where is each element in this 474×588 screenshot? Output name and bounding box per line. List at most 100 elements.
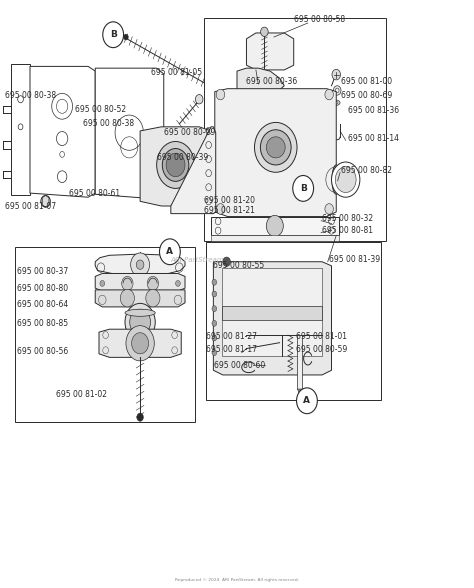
Bar <box>15 247 195 422</box>
Bar <box>206 242 381 400</box>
Text: 695 00 80-82: 695 00 80-82 <box>341 166 392 175</box>
Polygon shape <box>95 254 185 275</box>
Circle shape <box>266 215 283 236</box>
Circle shape <box>174 295 182 305</box>
Text: 695 00 81-39: 695 00 81-39 <box>329 255 380 265</box>
Circle shape <box>212 306 217 312</box>
Circle shape <box>126 326 155 361</box>
Text: 695 00 80-55: 695 00 80-55 <box>213 261 264 270</box>
Polygon shape <box>237 68 284 92</box>
Text: 695 00 81-01: 695 00 81-01 <box>296 332 347 340</box>
Circle shape <box>166 153 185 176</box>
Polygon shape <box>140 127 211 206</box>
Text: 695 00 80-39: 695 00 80-39 <box>156 153 208 162</box>
Circle shape <box>332 69 340 80</box>
Polygon shape <box>171 127 216 213</box>
Circle shape <box>125 303 155 341</box>
Polygon shape <box>99 329 181 358</box>
Text: 695 00 81-20: 695 00 81-20 <box>204 196 255 205</box>
Circle shape <box>212 320 217 326</box>
Text: 695 00 80-80: 695 00 80-80 <box>17 283 68 293</box>
Circle shape <box>333 86 341 95</box>
Ellipse shape <box>266 137 285 158</box>
Text: 695 00 80-61: 695 00 80-61 <box>69 189 120 198</box>
Text: 695 00 80-32: 695 00 80-32 <box>322 215 373 223</box>
Text: 695 00 81-02: 695 00 81-02 <box>56 390 108 399</box>
Circle shape <box>325 203 333 214</box>
Text: 695 00 80-36: 695 00 80-36 <box>246 77 298 86</box>
Text: A: A <box>303 396 310 405</box>
Polygon shape <box>215 89 336 216</box>
Ellipse shape <box>260 130 291 165</box>
Circle shape <box>212 291 217 297</box>
Polygon shape <box>30 66 95 197</box>
Circle shape <box>212 335 217 341</box>
Polygon shape <box>95 273 185 291</box>
Circle shape <box>209 198 215 205</box>
Circle shape <box>162 149 189 181</box>
Text: 695 00 81-21: 695 00 81-21 <box>204 206 255 215</box>
Circle shape <box>261 27 268 36</box>
Polygon shape <box>95 68 164 199</box>
Text: 695 00 81-00: 695 00 81-00 <box>341 77 392 86</box>
Ellipse shape <box>332 165 340 194</box>
Polygon shape <box>298 389 302 395</box>
Text: 695 00 80-38: 695 00 80-38 <box>5 91 56 100</box>
Circle shape <box>146 289 160 307</box>
Ellipse shape <box>255 122 297 172</box>
Text: 695 00 80-85: 695 00 80-85 <box>17 319 68 328</box>
Polygon shape <box>11 64 30 195</box>
Circle shape <box>130 309 151 335</box>
Polygon shape <box>222 306 322 320</box>
Text: Reproduced © 2024  ARI PartStream. All rights reserved.: Reproduced © 2024 ARI PartStream. All ri… <box>175 578 299 582</box>
Text: 695 00 80-52: 695 00 80-52 <box>75 105 127 113</box>
Text: 695 00 81-17: 695 00 81-17 <box>206 345 257 354</box>
Text: 695 00 80-81: 695 00 80-81 <box>322 226 373 235</box>
Circle shape <box>137 260 144 269</box>
Circle shape <box>223 257 230 266</box>
Text: A: A <box>166 248 173 256</box>
Circle shape <box>100 280 105 286</box>
Ellipse shape <box>125 309 155 316</box>
Ellipse shape <box>328 100 340 106</box>
Text: ARI PartStream: ARI PartStream <box>170 257 224 263</box>
Circle shape <box>156 142 194 188</box>
Text: 695 00 80-58: 695 00 80-58 <box>294 15 345 24</box>
Text: 695 00 80-37: 695 00 80-37 <box>17 267 68 276</box>
Polygon shape <box>298 335 302 389</box>
Polygon shape <box>42 195 49 207</box>
Polygon shape <box>211 235 338 241</box>
Circle shape <box>41 195 50 207</box>
Circle shape <box>325 89 333 100</box>
Bar <box>204 18 386 241</box>
Circle shape <box>212 279 217 285</box>
Polygon shape <box>246 33 294 70</box>
Circle shape <box>175 280 180 286</box>
Text: B: B <box>300 184 307 193</box>
Polygon shape <box>222 268 322 356</box>
Circle shape <box>335 167 356 192</box>
Text: 695 00 80-64: 695 00 80-64 <box>17 300 68 309</box>
Text: 695 00 81-27: 695 00 81-27 <box>206 332 257 340</box>
Circle shape <box>159 239 180 265</box>
Text: B: B <box>110 30 117 39</box>
Circle shape <box>297 388 318 414</box>
Text: 695 00 81-05: 695 00 81-05 <box>151 68 202 77</box>
Text: 695 00 80-69: 695 00 80-69 <box>341 91 392 100</box>
Circle shape <box>99 295 106 305</box>
Circle shape <box>147 276 158 290</box>
Circle shape <box>124 34 128 40</box>
Text: 695 00 81-07: 695 00 81-07 <box>5 202 56 211</box>
Circle shape <box>120 289 135 307</box>
Text: 695 00 81-36: 695 00 81-36 <box>348 106 399 115</box>
Polygon shape <box>95 290 185 307</box>
Text: 695 00 80-60: 695 00 80-60 <box>214 361 265 370</box>
Circle shape <box>103 22 124 48</box>
Circle shape <box>209 206 215 213</box>
Circle shape <box>212 350 217 356</box>
Text: 695 00 80-38: 695 00 80-38 <box>83 119 135 128</box>
Text: 695 00 80-56: 695 00 80-56 <box>17 347 68 356</box>
Circle shape <box>195 95 203 104</box>
Polygon shape <box>211 216 338 235</box>
Circle shape <box>293 175 314 201</box>
